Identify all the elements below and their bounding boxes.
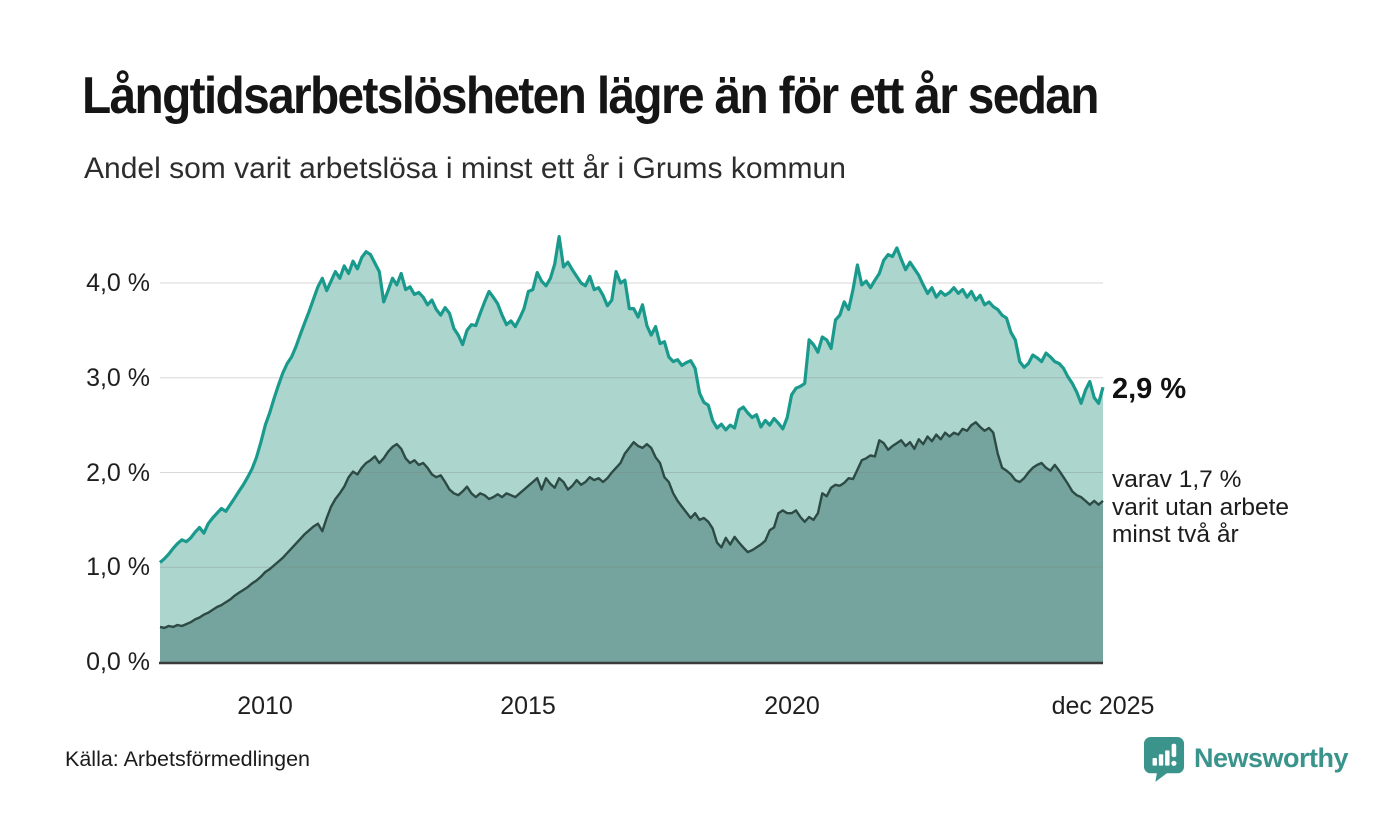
x-tick-label: dec 2025 <box>1051 692 1155 720</box>
secondary-annotation-line: minst två år <box>1112 521 1239 549</box>
y-tick-label: 3,0 % <box>86 364 150 392</box>
latest-value-label: 2,9 % <box>1112 373 1187 405</box>
y-tick-label: 4,0 % <box>86 269 150 297</box>
x-tick-label: 2020 <box>764 692 820 720</box>
secondary-annotation-line: varit utan arbete <box>1112 493 1290 521</box>
newsworthy-logo: Newsworthy <box>1143 735 1349 782</box>
source-label: Källa: Arbetsförmedlingen <box>65 747 311 771</box>
secondary-annotation: varav 1,7 % varit utan arbete minst två … <box>1112 466 1289 549</box>
secondary-annotation-line: varav 1,7 % <box>1112 466 1242 493</box>
x-tick-label: 2010 <box>237 692 293 720</box>
page-title: Långtidsarbetslösheten lägre än för ett … <box>82 67 1099 125</box>
newsworthy-wordmark: Newsworthy <box>1194 743 1349 773</box>
page-subtitle: Andel som varit arbetslösa i minst ett å… <box>84 152 846 185</box>
line-minst-tva-ar <box>159 421 1104 630</box>
x-tick-label: 2015 <box>500 692 556 720</box>
newsworthy-icon <box>1143 737 1185 782</box>
y-tick-label: 0,0 % <box>86 648 150 676</box>
y-tick-label: 2,0 % <box>86 459 150 487</box>
y-tick-label: 1,0 % <box>86 553 150 581</box>
area-fill-minst-tva-ar <box>160 422 1103 662</box>
line-minst-ett-ar <box>158 235 1105 564</box>
